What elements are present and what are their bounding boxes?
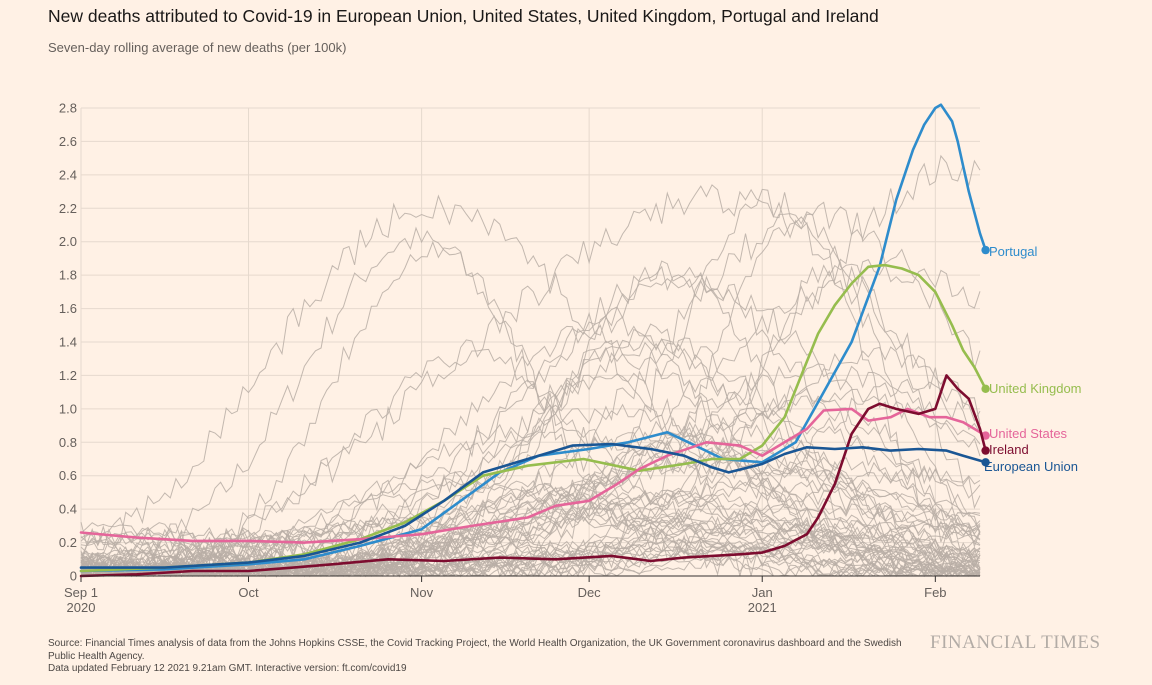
label-portugal: Portugal (989, 244, 1038, 259)
x-tick-label: Feb (924, 585, 946, 600)
y-tick-label: 0.6 (59, 468, 77, 483)
y-axis: 0 0.2 0.4 0.6 0.8 1.0 1.2 1.4 1.6 1.8 2.0 2.2 2.4 2.6… (59, 101, 77, 584)
x-tick-label: Sep 1 (64, 585, 98, 600)
series-endpoint-european-union (981, 458, 990, 467)
y-tick-label: 1.0 (59, 401, 77, 416)
y-tick-label: 0.8 (59, 435, 77, 450)
x-tick-year: 2021 (748, 600, 777, 615)
y-tick-label: 0.2 (59, 535, 77, 550)
background-country-line (80, 478, 981, 576)
background-country-line (80, 501, 981, 576)
background-country-line (80, 434, 981, 577)
background-country-line (80, 194, 980, 577)
label-european-union: European Union (984, 459, 1078, 474)
background-country-line (80, 490, 981, 577)
chart-footer: Source: Financial Times analysis of data… (48, 638, 928, 676)
series-endpoint-ireland (981, 446, 990, 455)
background-country-line (80, 506, 981, 577)
series-line-european-union (79, 442, 987, 569)
label-united-kingdom: United Kingdom (989, 381, 1082, 396)
y-tick-label: 2.2 (59, 201, 77, 216)
y-tick-label: 1.4 (59, 335, 77, 350)
ft-logo: FINANCIAL TIMES (930, 632, 1101, 653)
background-country-line (81, 490, 981, 577)
series-endpoint-portugal (981, 245, 990, 255)
gridlines (80, 107, 980, 576)
series-labels: Portugal United Kingdom United States Ir… (984, 244, 1082, 474)
y-tick-label: 0 (70, 569, 77, 584)
chart-subtitle: Seven-day rolling average of new deaths … (48, 40, 347, 55)
y-tick-label: 2.0 (59, 234, 77, 249)
source-note: Source: Financial Times analysis of data… (48, 638, 902, 662)
x-tick-label: Nov (410, 585, 434, 600)
series-line-united-states (79, 407, 987, 544)
y-tick-label: 1.2 (59, 368, 77, 383)
y-tick-label: 2.4 (59, 167, 77, 182)
y-tick-label: 2.8 (59, 101, 77, 116)
background-country-line (80, 395, 981, 577)
background-country-line (80, 348, 981, 577)
background-country-line (80, 201, 981, 578)
background-country-line (81, 314, 981, 578)
x-tick-label: Dec (578, 585, 602, 600)
y-tick-label: 2.6 (59, 134, 77, 149)
x-tick-label: Jan (752, 585, 773, 600)
series-endpoint-united-kingdom (981, 384, 990, 393)
y-tick-label: 0.4 (59, 502, 77, 517)
y-tick-label: 1.6 (59, 301, 77, 316)
background-country-line (80, 487, 981, 577)
label-ireland: Ireland (989, 442, 1029, 457)
label-united-states: United States (989, 426, 1068, 441)
chart-title: New deaths attributed to Covid-19 in Eur… (48, 6, 879, 26)
background-country-line (80, 409, 981, 578)
line-chart: 0 0.2 0.4 0.6 0.8 1.0 1.2 1.4 1.6 1.8 2.0 2.2 2.4 2.6… (59, 101, 1082, 616)
update-note: Data updated February 12 2021 9.21am GMT… (48, 663, 407, 674)
series-line-united-kingdom (79, 263, 987, 573)
background-country-line (80, 184, 981, 577)
background-country-lines (80, 154, 981, 578)
background-country-line (80, 226, 980, 578)
highlighted-series (79, 103, 990, 578)
background-country-line (81, 473, 981, 577)
background-country-line (80, 258, 981, 578)
series-line-ireland (79, 374, 987, 578)
y-tick-label: 1.8 (59, 268, 77, 283)
x-tick-label: Oct (238, 585, 259, 600)
x-tick-year: 2020 (67, 600, 96, 615)
